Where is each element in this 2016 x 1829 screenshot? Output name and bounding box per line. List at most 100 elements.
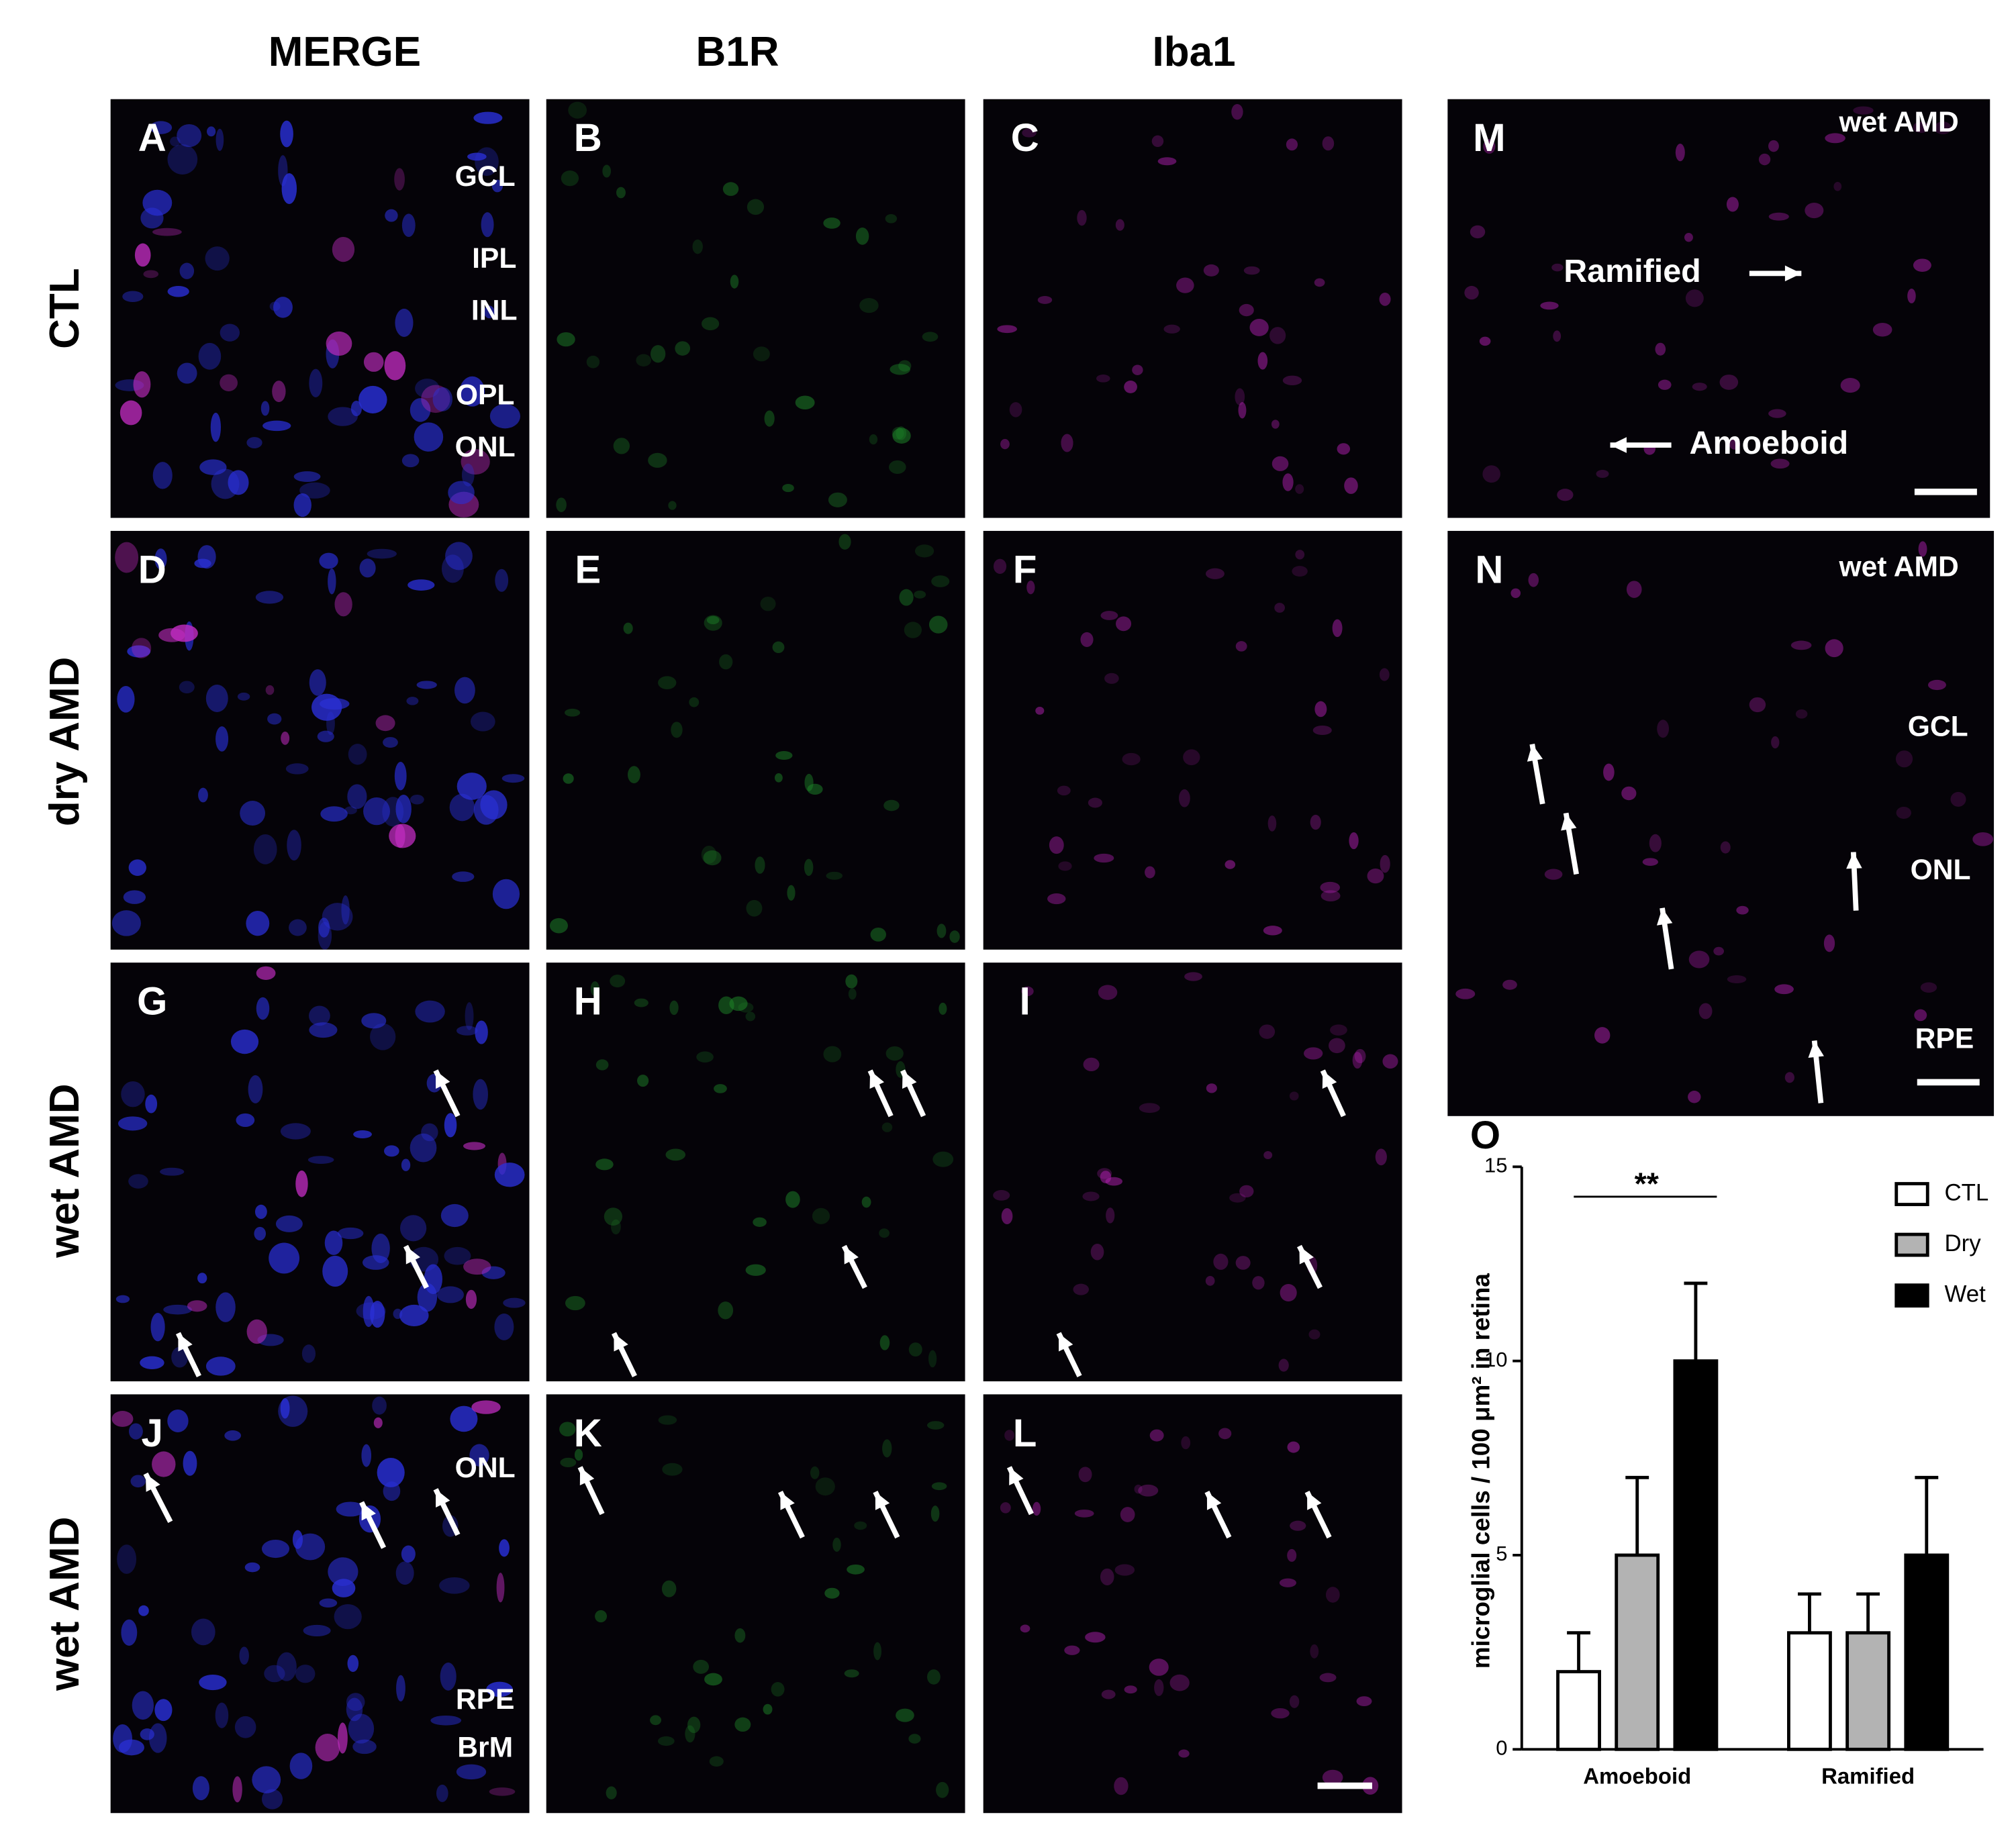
cell (393, 1308, 403, 1320)
cell (140, 1356, 164, 1369)
cell (1920, 982, 1937, 993)
y-tick-label: 0 (1496, 1736, 1507, 1760)
cell (295, 1665, 316, 1683)
panel-label: C (1011, 116, 1039, 160)
cell (1176, 277, 1194, 293)
cell (183, 1450, 197, 1476)
cell (1825, 639, 1843, 658)
cell (1231, 103, 1243, 120)
cell (753, 346, 770, 362)
cell (358, 385, 387, 413)
cell (373, 1417, 383, 1428)
cell (1685, 289, 1704, 307)
legend-label: Wet (1944, 1281, 1986, 1307)
arrow-head (1527, 744, 1543, 762)
cell (896, 1708, 914, 1722)
cell (1314, 278, 1325, 287)
panel-label: M (1473, 116, 1505, 160)
cell (1116, 616, 1132, 632)
cell (714, 1084, 727, 1093)
cell (395, 308, 414, 337)
cell (1078, 1467, 1092, 1483)
cell (718, 1301, 734, 1320)
cell (205, 1356, 236, 1376)
cell (930, 1505, 940, 1522)
cell (457, 773, 487, 800)
cell (353, 1130, 372, 1138)
cell (1243, 266, 1260, 275)
cell (281, 732, 290, 745)
cell (481, 1266, 506, 1279)
cell (415, 1000, 445, 1023)
cell (295, 1533, 326, 1561)
cell (319, 552, 338, 569)
cell (1770, 458, 1790, 469)
cell (1292, 566, 1308, 577)
cell (389, 824, 416, 848)
cell (326, 331, 352, 356)
cell (844, 1669, 859, 1678)
cell (318, 918, 330, 938)
cell (262, 420, 291, 432)
cell (448, 481, 475, 505)
cell (1225, 860, 1236, 869)
cell (1022, 128, 1037, 138)
cell (1000, 438, 1010, 450)
cell (285, 763, 309, 775)
cell (1329, 1038, 1345, 1054)
annotation: BrM (457, 1732, 513, 1764)
micrograph (983, 99, 1402, 518)
cell (260, 401, 270, 416)
cell (1100, 611, 1118, 620)
cell (854, 1521, 867, 1530)
cell (1077, 209, 1087, 226)
annotation: RPE (456, 1683, 515, 1716)
cell (384, 351, 406, 381)
cell (1322, 1769, 1343, 1785)
cell (1280, 1283, 1297, 1302)
cell (1183, 749, 1200, 766)
arrow-head (1206, 1491, 1222, 1510)
cell (810, 1466, 820, 1479)
panel-label: F (1013, 548, 1037, 591)
arrow-head (1846, 852, 1862, 869)
cell (847, 1564, 865, 1575)
cell (838, 534, 851, 550)
cell (347, 1654, 359, 1673)
cell (220, 324, 240, 342)
cell (237, 692, 250, 701)
cell (557, 332, 575, 347)
row-label: wet AMD (42, 1083, 88, 1258)
cell (1510, 588, 1521, 598)
cell (1073, 1283, 1089, 1295)
cell (317, 730, 334, 742)
arrow-head (1784, 265, 1802, 282)
legend-swatch (1894, 1182, 1929, 1206)
cell (252, 1766, 281, 1793)
cell (210, 412, 222, 442)
cell (372, 1396, 387, 1415)
cell (845, 974, 858, 989)
cell (346, 1693, 365, 1712)
cell (1758, 153, 1771, 166)
cell (701, 845, 717, 864)
cell (1304, 1047, 1323, 1060)
cell (132, 638, 152, 658)
arrow-head (875, 1491, 890, 1510)
cell (1729, 439, 1741, 450)
panel-label: K (574, 1412, 602, 1455)
cell (1655, 342, 1666, 356)
cell (167, 144, 198, 175)
cell (565, 1295, 585, 1311)
cell (461, 463, 475, 487)
cell (722, 182, 739, 196)
cell (394, 168, 405, 191)
cell (475, 1020, 488, 1044)
cell (879, 1228, 890, 1238)
cell (1544, 869, 1563, 880)
cell (1149, 1659, 1169, 1676)
cell (295, 1170, 308, 1197)
cell (421, 1123, 438, 1142)
cell (1784, 1072, 1794, 1083)
cell (1913, 121, 1929, 134)
